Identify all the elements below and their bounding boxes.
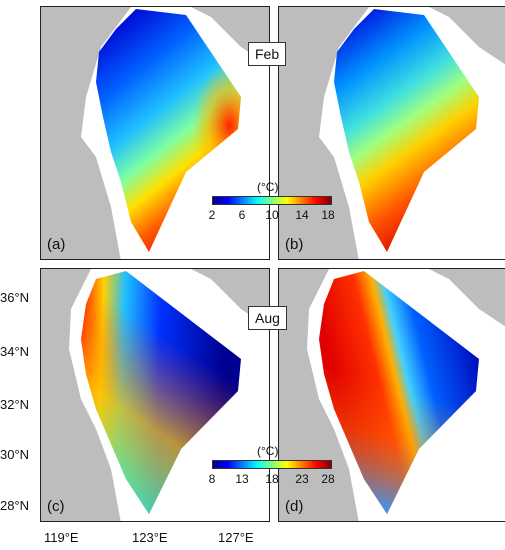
lat-label: 34°N	[0, 344, 30, 359]
colorbar-aug: (°C) 8 13 18 23 28	[208, 444, 335, 486]
lat-label: 30°N	[0, 447, 30, 462]
colorbar-tick: 8	[208, 472, 216, 486]
colorbar-tick: 14	[295, 208, 309, 222]
lat-label: 36°N	[0, 290, 30, 305]
lat-label: 28°N	[0, 498, 30, 513]
colorbar-unit: (°C)	[257, 444, 279, 458]
month-label-bottom: Aug	[248, 306, 287, 330]
colorbar-tick: 18	[265, 472, 279, 486]
colorbar-ramp	[212, 460, 332, 469]
colorbar-tick: 28	[321, 472, 335, 486]
land	[41, 7, 131, 259]
colorbar-tick: 2	[208, 208, 216, 222]
map-c	[41, 269, 269, 521]
colorbar-ramp	[212, 196, 332, 205]
panel-a: (a)	[40, 6, 270, 260]
panel-c: (c)	[40, 268, 270, 522]
colorbar-feb: (°C) 2 6 10 14 18	[208, 180, 335, 222]
map-b	[279, 7, 505, 259]
lat-label: 32°N	[0, 397, 30, 412]
panel-label: (c)	[47, 498, 65, 515]
panel-label: (a)	[47, 236, 66, 253]
lon-label: 123°E	[132, 530, 168, 545]
map-a	[41, 7, 269, 259]
map-d	[279, 269, 505, 521]
panel-label: (b)	[285, 236, 304, 253]
colorbar-tick: 10	[265, 208, 279, 222]
colorbar-tick: 13	[235, 472, 249, 486]
panel-label: (d)	[285, 498, 304, 515]
colorbar-tick: 6	[238, 208, 246, 222]
colorbar-tick: 23	[295, 472, 309, 486]
panel-b: (b)	[278, 6, 505, 260]
panel-d: (d)	[278, 268, 505, 522]
colorbar-tick: 18	[321, 208, 335, 222]
month-label-top: Feb	[248, 42, 287, 66]
sea-domain-b	[334, 9, 479, 252]
lon-label: 119°E	[44, 530, 79, 545]
lon-label: 127°E	[218, 530, 254, 545]
colorbar-unit: (°C)	[257, 180, 279, 194]
